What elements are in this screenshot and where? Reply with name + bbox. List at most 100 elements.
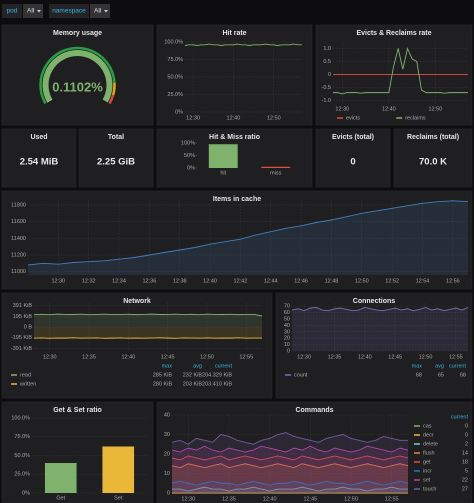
panel-title: Hit & Miss ratio (209, 134, 260, 141)
x-tick-label: 12:42 (234, 278, 248, 284)
y-tick-label: 30 (164, 432, 170, 438)
x-tick-label: 12:40 (121, 354, 135, 360)
legend-value: 5 (465, 468, 468, 474)
legend-value: 68 (460, 372, 466, 378)
y-tick-label: 195 KiB (13, 314, 33, 320)
legend-value: 280 KiB (153, 381, 173, 387)
x-tick-label: 12:40 (203, 278, 217, 284)
y-tick-label: 30 (284, 329, 290, 335)
panel (275, 292, 473, 399)
legend-header: max (162, 363, 173, 369)
x-tick-label: 12:50 (355, 278, 369, 284)
panel (315, 128, 391, 188)
x-tick-label: 12:36 (142, 278, 156, 284)
legend-value: 68 (416, 372, 422, 378)
variable-value[interactable]: All (27, 8, 35, 15)
stat-value: 0 (350, 157, 355, 168)
bar (44, 463, 77, 493)
stat-value: 70.0 K (419, 157, 447, 168)
y-tick-label: 100.0% (11, 415, 30, 421)
series-line (172, 486, 408, 492)
x-tick-label: 12:44 (264, 278, 278, 284)
variable-dropdown[interactable] (90, 4, 110, 18)
x-tick-label: miss (270, 170, 282, 176)
legend-header: avg (435, 363, 444, 369)
y-tick-label: 50 (284, 316, 290, 322)
y-tick-label: 50.0% (14, 453, 30, 459)
variable-label: namespace (52, 8, 86, 15)
panel (78, 128, 154, 188)
gauge-threshold (108, 94, 115, 105)
variable-dropdown[interactable] (23, 4, 43, 18)
x-tick-label: 12:30 (43, 354, 57, 360)
series-line (171, 455, 409, 461)
bar (208, 144, 238, 168)
legend-header: max (412, 363, 423, 369)
x-tick-label: 12:40 (227, 115, 241, 121)
y-tick-label: 11000 (11, 269, 26, 275)
panel-title: Used (30, 134, 47, 141)
series-area (172, 446, 408, 493)
x-tick-label: 12:35 (328, 354, 342, 360)
y-tick-label: 10 (284, 342, 290, 348)
panel-title: Memory usage (53, 30, 102, 37)
y-tick-label: 40 (164, 412, 170, 418)
series-line (171, 463, 409, 469)
x-tick-label: 12:34 (112, 278, 126, 284)
legend-value: 203.410 KiB (202, 381, 232, 387)
panel (1, 190, 473, 290)
gauge-threshold (39, 46, 116, 105)
legend-header: avg (193, 363, 202, 369)
panel (156, 24, 313, 126)
panel-title: Reclaims (total) (407, 134, 459, 141)
series-line (333, 47, 468, 95)
series-line (171, 432, 408, 445)
x-tick-label: 12:56 (446, 278, 460, 284)
y-tick-label: 20 (164, 451, 170, 457)
y-tick-label: 0.5 (323, 59, 331, 65)
series-line (291, 307, 469, 312)
legend-value: 232 KiB (183, 372, 203, 378)
variable-value[interactable]: All (94, 8, 102, 15)
legend-label: delete (423, 441, 438, 447)
x-tick-label: Set (114, 495, 123, 501)
x-tick-label: 12:30 (181, 496, 195, 502)
panel (1, 24, 154, 126)
series-area (292, 307, 468, 351)
y-tick-label: 40 (284, 323, 290, 329)
x-tick-label: 12:35 (82, 354, 96, 360)
y-tick-label: 20 (284, 336, 290, 342)
legend-value: 0 (465, 432, 468, 438)
gauge-label: 0.1102% (52, 79, 103, 94)
variable-label-box (2, 4, 22, 18)
panel (315, 24, 473, 126)
legend-label: touch (423, 486, 436, 492)
y-tick-label: 0% (22, 490, 30, 496)
series-line (27, 200, 469, 266)
legend-value: 204.329 KiB (202, 372, 232, 378)
x-tick-label: 12:55 (385, 496, 399, 502)
panel (393, 128, 473, 188)
panel-title: Get & Set ratio (53, 407, 102, 414)
legend-label: count (294, 372, 308, 378)
panel-title: Commands (295, 407, 333, 414)
y-tick-label: 50.0% (167, 74, 183, 80)
x-tick-label: 12:32 (82, 278, 96, 284)
series-line (171, 445, 409, 453)
y-tick-label: 0 (167, 490, 170, 496)
panel-title: Connections (353, 298, 395, 305)
series-area (34, 327, 262, 339)
series-area (34, 314, 262, 327)
x-tick-label: 12:50 (267, 115, 281, 121)
y-tick-label: -195 KiB (11, 335, 32, 341)
y-tick-label: 70 (284, 304, 290, 310)
legend-label: written (19, 381, 36, 387)
series-line (184, 43, 302, 46)
legend-value: 203 KiB (183, 381, 203, 387)
y-tick-label: 10 (164, 471, 170, 477)
legend-label: flush (423, 450, 435, 456)
x-tick-label: 12:40 (382, 106, 396, 112)
x-tick-label: 12:40 (358, 354, 372, 360)
y-tick-label: 11800 (11, 202, 26, 208)
